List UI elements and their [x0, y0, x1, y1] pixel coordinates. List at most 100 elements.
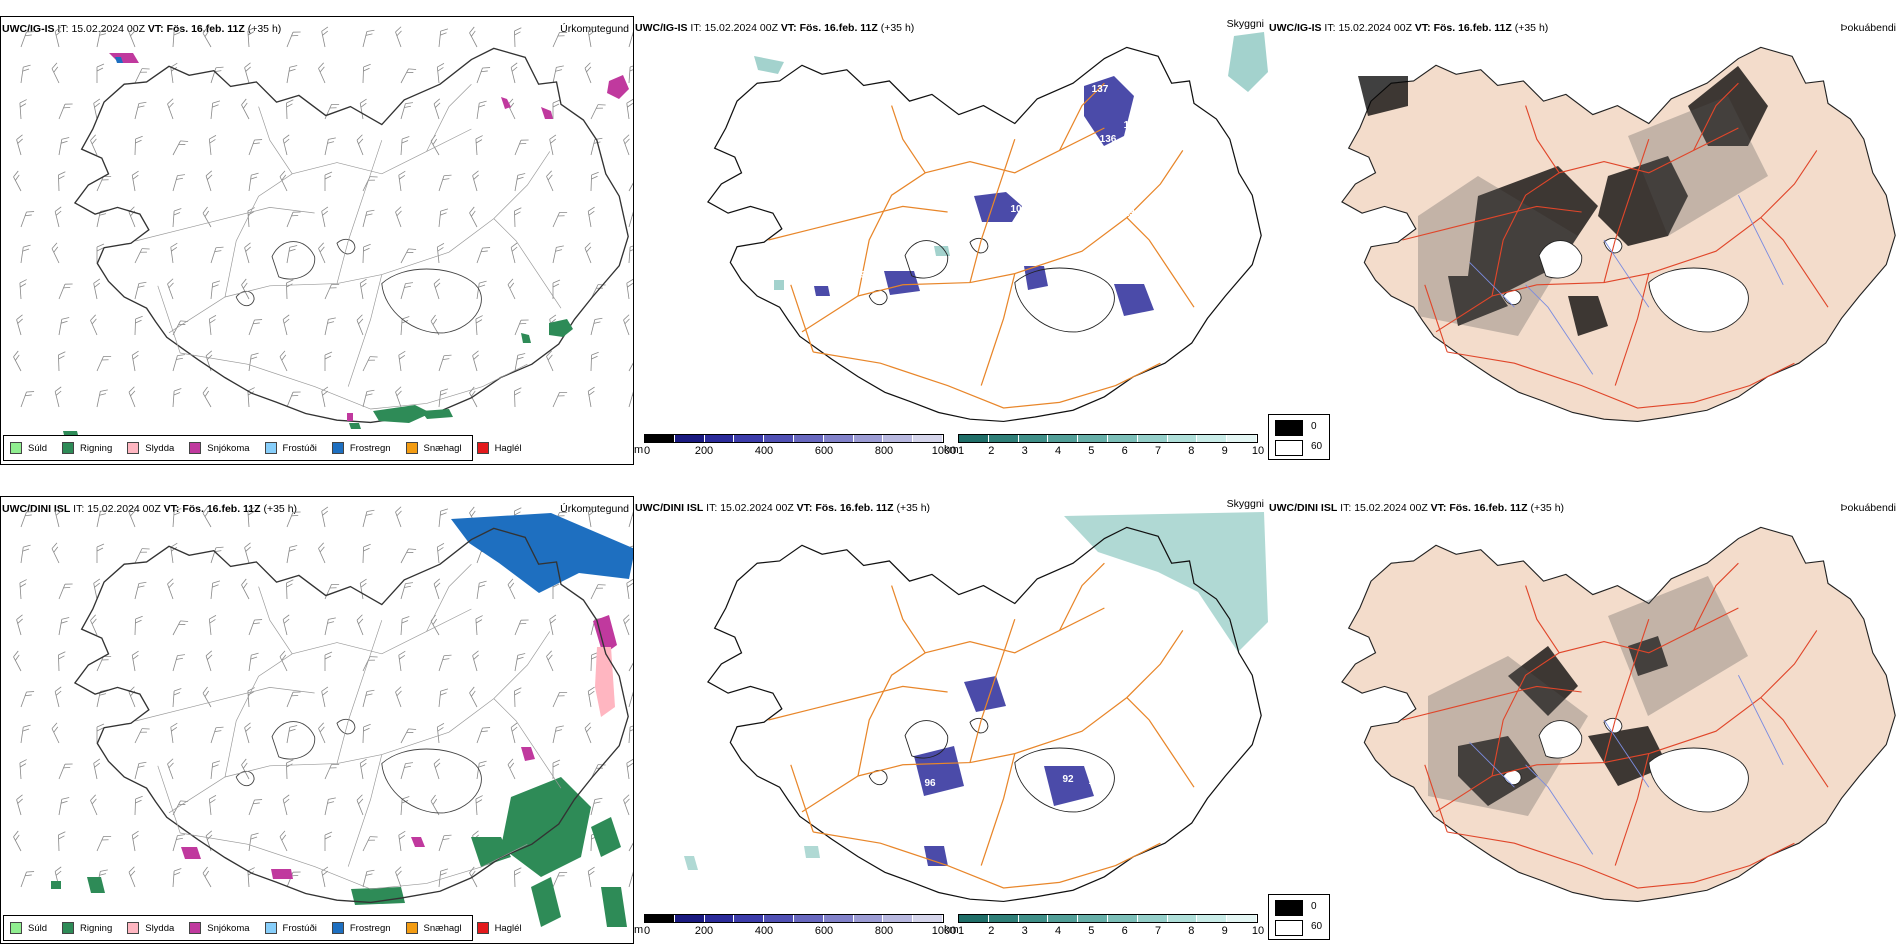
wind-barb	[552, 245, 564, 264]
road-line	[258, 106, 293, 174]
wind-barb	[58, 103, 73, 120]
wind-barb	[400, 762, 414, 780]
wind-barb	[628, 871, 633, 888]
fog-shading	[1358, 66, 1768, 336]
road-line	[168, 631, 551, 814]
wind-barb	[514, 27, 522, 48]
colorbar-step	[1167, 435, 1198, 442]
wind-barb	[202, 506, 212, 528]
wind-barb	[51, 542, 60, 564]
wind-barb	[400, 248, 417, 264]
wind-barb	[324, 351, 333, 371]
wind-barb	[134, 248, 150, 264]
fog-map	[1341, 46, 1896, 423]
wind-barb	[20, 544, 31, 564]
wind-barb	[514, 173, 526, 192]
legend-swatch	[476, 922, 489, 934]
visibility-area	[684, 512, 1268, 870]
colorbar-step	[959, 435, 989, 442]
wind-barb	[58, 283, 73, 300]
fog-legend-row1: 0 60	[1268, 414, 1330, 460]
colorbar-step	[704, 915, 735, 922]
legend-item: Frostúði	[264, 442, 317, 454]
wind-barb	[51, 242, 60, 264]
road-line	[347, 274, 383, 387]
wind-barb	[241, 578, 250, 600]
road-line	[135, 207, 315, 242]
wind-barb	[475, 615, 483, 636]
colorbar-step	[1137, 435, 1168, 442]
road-line	[168, 151, 551, 334]
colorbar-step	[1107, 435, 1138, 442]
wind-barb	[210, 546, 224, 564]
wind-barb	[244, 722, 251, 744]
wind-barb	[590, 797, 603, 816]
wind-barb	[58, 317, 70, 336]
road-line	[1760, 697, 1829, 788]
wind-barb	[514, 353, 526, 372]
wind-barb	[134, 581, 147, 600]
wind-barb	[628, 211, 633, 228]
wind-barb	[552, 871, 568, 888]
wind-barb	[472, 350, 479, 372]
wind-barb	[131, 830, 139, 852]
wind-barb	[286, 279, 294, 300]
ceiling-value-label: 97	[860, 270, 872, 281]
wind-barb	[590, 104, 606, 120]
wind-barb	[362, 29, 375, 48]
precip-legend: Súld Rigning Slydda Snjókoma Frostúði Frostre…	[3, 915, 522, 941]
road-lines	[768, 82, 1195, 409]
wind-barb	[202, 386, 212, 408]
scale-tick-label: 0	[644, 925, 651, 937]
scale-tick-label: 1	[958, 445, 965, 457]
wind-barb	[324, 763, 340, 780]
precip-legend: Súld Rigning Slydda Snjókoma Frostúði Frostre…	[3, 435, 522, 461]
wind-barb	[13, 650, 22, 672]
wind-barb	[438, 688, 449, 708]
road-line	[1603, 619, 1650, 763]
wind-barb	[510, 62, 518, 84]
ceiling-scale-row1: m 0 200 400 600 800 1000	[634, 434, 956, 468]
visibility-unit: km	[944, 924, 959, 936]
wind-barb	[202, 866, 212, 888]
wind-barb	[356, 794, 364, 816]
road-line	[980, 273, 1016, 386]
road-line	[1447, 351, 1795, 409]
wind-barb	[172, 800, 189, 816]
legend-swatch	[62, 442, 75, 454]
wind-barb	[16, 134, 23, 156]
wind-barb	[286, 579, 294, 600]
wind-barb	[318, 242, 326, 264]
scale-tick-label: 2	[988, 445, 995, 457]
wind-barb	[362, 63, 371, 84]
wind-barb	[362, 243, 371, 264]
wind-barb	[362, 836, 378, 852]
wind-barb	[241, 758, 250, 780]
wind-barb	[400, 282, 414, 300]
scale-tick-label: 8	[1188, 445, 1195, 457]
wind-barb	[172, 654, 186, 672]
wind-barb	[286, 725, 298, 744]
freezing-rain-area	[451, 513, 633, 593]
wind-barb	[433, 578, 441, 600]
wind-barb	[395, 386, 402, 408]
wind-barb	[587, 866, 595, 888]
wind-barb	[54, 686, 62, 708]
wind-barb	[324, 137, 336, 156]
wind-barb	[172, 834, 186, 852]
wind-barb	[134, 135, 143, 156]
wind-barb	[628, 511, 633, 528]
wind-barb	[134, 68, 150, 84]
ceiling-value-label: 12	[1104, 252, 1116, 263]
wind-barb	[170, 62, 178, 84]
wind-barb	[590, 351, 599, 372]
ceiling-value-label: 87	[932, 876, 944, 887]
wind-barb	[208, 615, 217, 636]
colorbar-step	[1137, 915, 1168, 922]
colorbar-step	[734, 915, 765, 922]
wind-barb	[167, 278, 174, 300]
wind-barb	[248, 832, 259, 852]
wind-barb	[438, 654, 452, 672]
road-line	[857, 607, 1105, 777]
wind-barb	[248, 619, 263, 636]
